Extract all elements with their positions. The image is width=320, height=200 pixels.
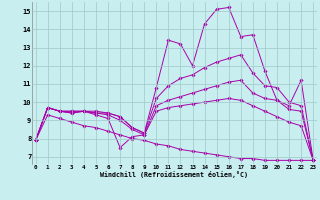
X-axis label: Windchill (Refroidissement éolien,°C): Windchill (Refroidissement éolien,°C) [100,171,248,178]
